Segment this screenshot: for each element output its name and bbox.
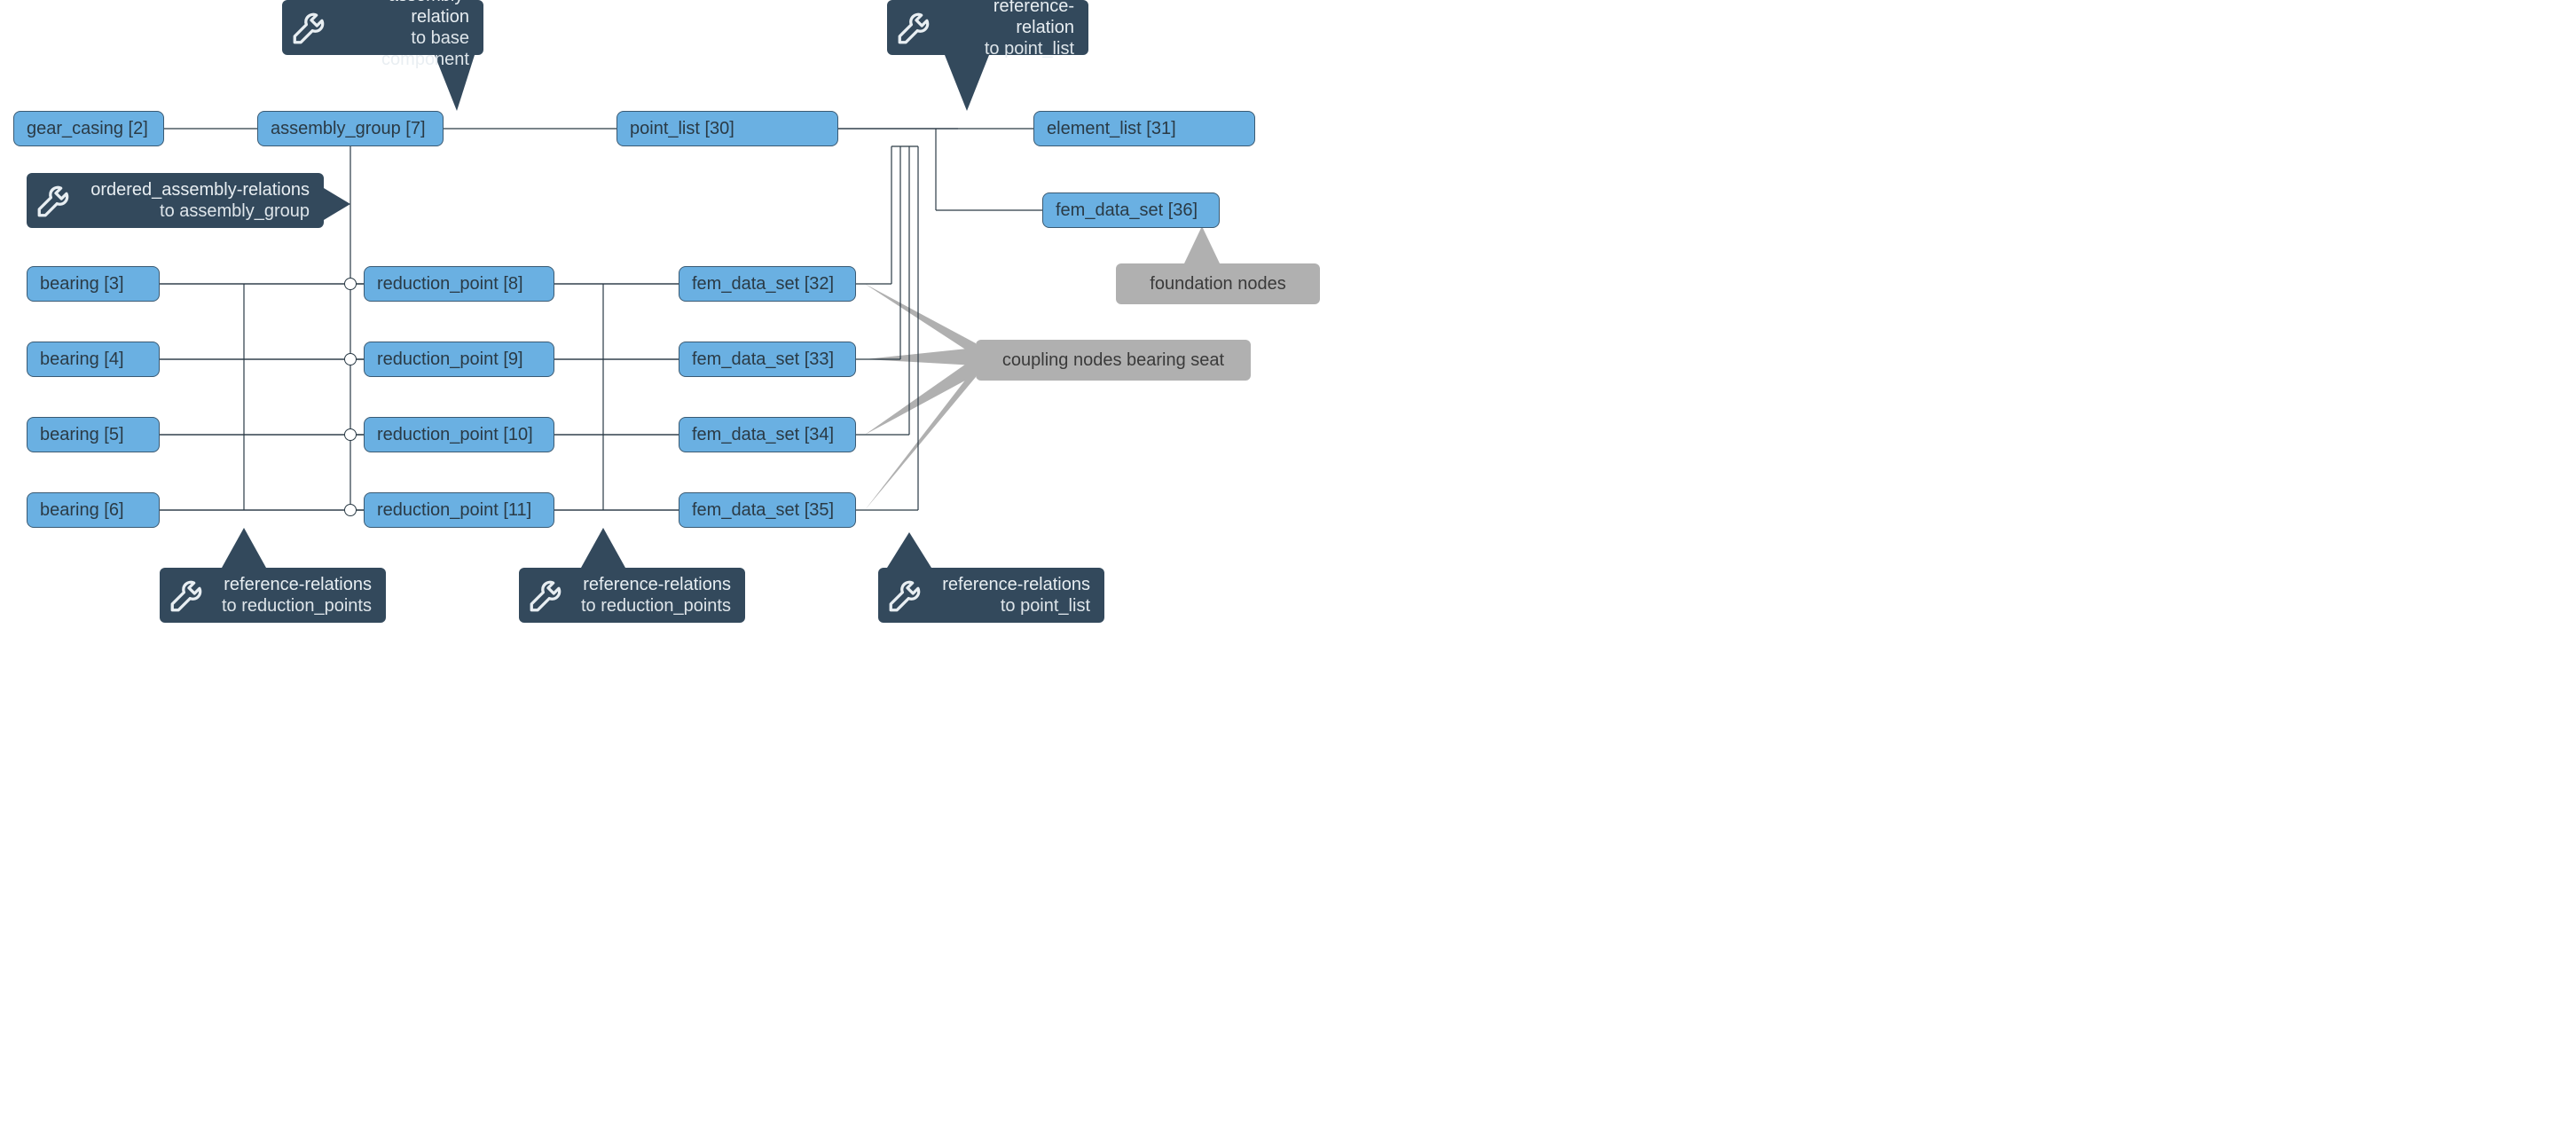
node-bearing6: bearing [6]: [27, 492, 160, 528]
node-bearing3: bearing [3]: [27, 266, 160, 302]
callout-line1: reference-relations: [579, 574, 731, 595]
wrench-icon: [167, 571, 220, 620]
wrench-icon: [289, 4, 342, 52]
wrench-icon: [34, 177, 87, 225]
node-fds33: fem_data_set [33]: [679, 342, 856, 377]
callout-c_refred1: reference-relations to reduction_points: [160, 568, 386, 623]
callout-c_refpl: reference-relations to point_list: [878, 568, 1104, 623]
callout-line2: to point_list: [939, 595, 1090, 617]
junction-dot: [344, 428, 357, 441]
callout-line2: to point_list: [947, 38, 1074, 59]
wrench-icon: [526, 571, 579, 620]
callout-c_ordered: ordered_assembly-relations to assembly_g…: [27, 173, 324, 228]
node-fds35: fem_data_set [35]: [679, 492, 856, 528]
node-gear_casing: gear_casing [2]: [13, 111, 164, 146]
junction-dot: [344, 353, 357, 365]
callout-line1: assembly-relation: [342, 0, 469, 27]
node-fds32: fem_data_set [32]: [679, 266, 856, 302]
diagram-canvas: gear_casing [2] assembly_group [7] point_l…: [0, 0, 1393, 656]
junction-dot: [344, 278, 357, 290]
node-point_list: point_list [30]: [617, 111, 838, 146]
node-element_list: element_list [31]: [1033, 111, 1255, 146]
node-rp11: reduction_point [11]: [364, 492, 554, 528]
wrench-icon: [885, 571, 939, 620]
node-assembly_group: assembly_group [7]: [257, 111, 444, 146]
callout-line1: ordered_assembly-relations: [87, 179, 310, 200]
callout-c_refred2: reference-relations to reduction_points: [519, 568, 745, 623]
callout-foundation: foundation nodes: [1116, 263, 1320, 304]
node-rp9: reduction_point [9]: [364, 342, 554, 377]
callout-line1: reference-relations: [220, 574, 372, 595]
junction-dot: [344, 504, 357, 516]
callout-c_reference: reference-relation to point_list: [887, 0, 1088, 55]
callout-line2: to reduction_points: [579, 595, 731, 617]
node-bearing5: bearing [5]: [27, 417, 160, 452]
callout-coupling: coupling nodes bearing seat: [976, 340, 1251, 381]
node-bearing4: bearing [4]: [27, 342, 160, 377]
node-fds36: fem_data_set [36]: [1042, 192, 1220, 228]
callout-c_assembly: assembly-relation to base component: [282, 0, 483, 55]
callout-line2: to base component: [342, 27, 469, 70]
node-fds34: fem_data_set [34]: [679, 417, 856, 452]
node-rp8: reduction_point [8]: [364, 266, 554, 302]
node-rp10: reduction_point [10]: [364, 417, 554, 452]
wrench-icon: [894, 4, 947, 52]
callout-line2: to reduction_points: [220, 595, 372, 617]
callout-line2: to assembly_group: [87, 200, 310, 222]
callout-line1: reference-relations: [939, 574, 1090, 595]
callout-line1: reference-relation: [947, 0, 1074, 38]
